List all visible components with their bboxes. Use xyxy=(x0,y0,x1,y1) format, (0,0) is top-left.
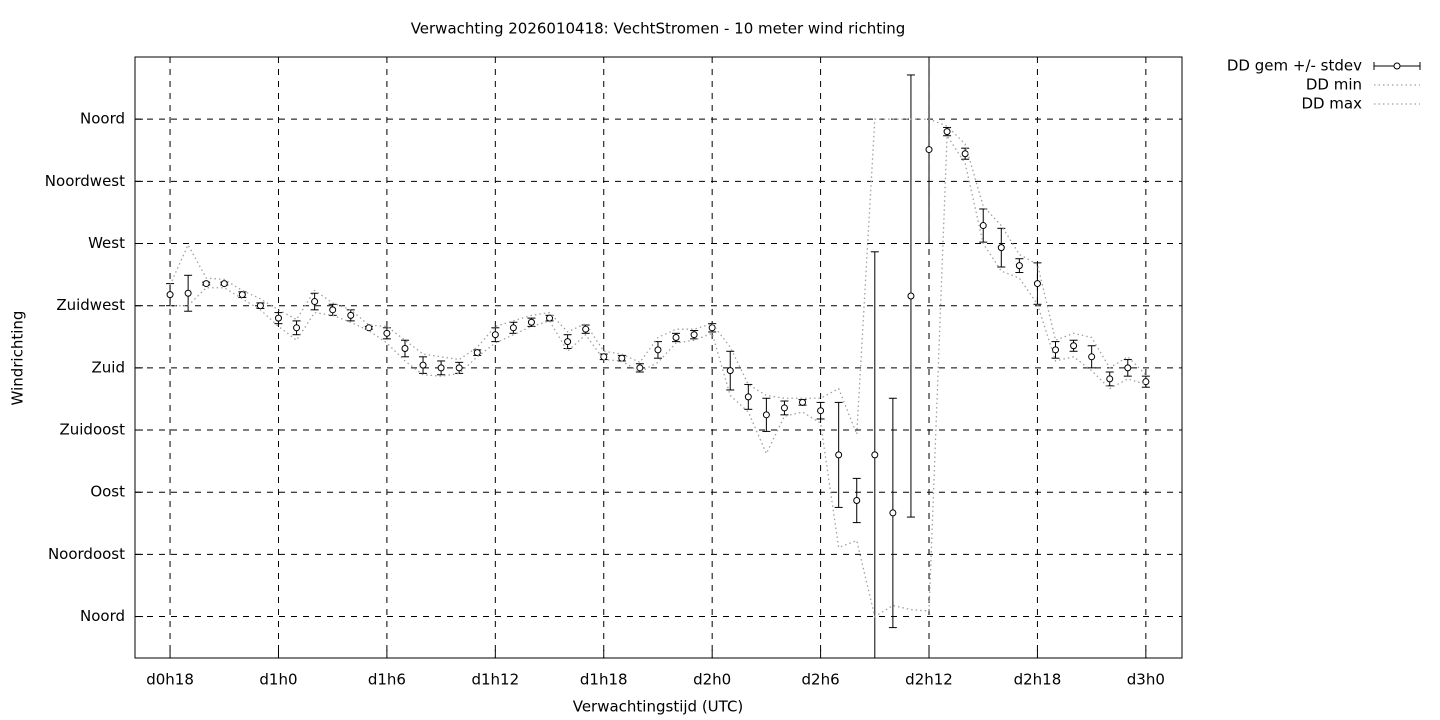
plot-frame xyxy=(134,56,1183,659)
x-tick-label: d2h12 xyxy=(905,671,953,689)
point xyxy=(491,331,499,339)
point xyxy=(708,324,716,332)
point xyxy=(1124,364,1132,372)
point xyxy=(618,354,626,362)
plot-area xyxy=(166,57,1150,658)
x-tick-label: d2h0 xyxy=(693,671,731,689)
x-tick-label: d2h6 xyxy=(802,671,840,689)
point xyxy=(564,338,572,346)
point xyxy=(1088,353,1096,361)
point xyxy=(293,324,301,332)
point xyxy=(509,324,517,332)
point xyxy=(636,364,644,372)
point xyxy=(1106,375,1114,383)
point xyxy=(437,364,445,372)
point xyxy=(943,128,951,136)
point xyxy=(582,325,590,333)
point xyxy=(690,331,698,339)
point xyxy=(817,407,825,415)
point xyxy=(853,496,861,504)
point xyxy=(473,349,481,357)
point xyxy=(961,150,969,158)
point xyxy=(835,451,843,459)
grid xyxy=(135,57,1182,658)
legend-label: DD min xyxy=(1306,76,1362,94)
y-tick-label: Noordoost xyxy=(48,545,125,563)
point xyxy=(799,398,807,406)
legend-swatch xyxy=(1393,62,1401,70)
x-tick-label: d1h18 xyxy=(580,671,628,689)
point xyxy=(220,280,228,288)
point xyxy=(780,404,788,412)
point xyxy=(997,244,1005,252)
y-tick-label: Oost xyxy=(90,483,125,501)
point xyxy=(1142,378,1150,386)
point xyxy=(401,345,409,353)
x-tick-label: d3h0 xyxy=(1127,671,1165,689)
x-tick-label: d1h6 xyxy=(368,671,406,689)
x-tick-label: d0h18 xyxy=(146,671,194,689)
y-tick-label: Zuid xyxy=(92,358,125,376)
legend-label: DD max xyxy=(1301,95,1362,113)
point xyxy=(256,302,264,310)
line xyxy=(169,118,1147,435)
y-tick-label: Noord xyxy=(80,607,125,625)
chart-title: Verwachting 2026010418: VechtStromen - 1… xyxy=(411,20,906,38)
point xyxy=(726,367,734,375)
x-tick-label: d2h18 xyxy=(1014,671,1062,689)
x-axis-label: Verwachtingstijd (UTC) xyxy=(573,698,744,716)
point xyxy=(907,292,915,300)
point xyxy=(311,298,319,306)
point xyxy=(889,509,897,517)
x-tick-label: d1h12 xyxy=(471,671,519,689)
y-tick-label: Zuidwest xyxy=(56,296,125,314)
point xyxy=(1033,280,1041,288)
point xyxy=(672,333,680,341)
point xyxy=(347,311,355,319)
point xyxy=(166,291,174,299)
y-tick-label: Noordwest xyxy=(45,172,125,190)
point xyxy=(274,314,282,322)
point xyxy=(329,306,337,314)
point xyxy=(184,289,192,297)
point xyxy=(762,411,770,419)
point xyxy=(527,318,535,326)
point xyxy=(419,361,427,369)
point xyxy=(383,329,391,337)
legend-label: DD gem +/- stdev xyxy=(1227,57,1362,75)
point xyxy=(1015,262,1023,270)
point xyxy=(979,222,987,230)
line xyxy=(170,133,1147,618)
point xyxy=(925,146,933,154)
y-tick-label: Noord xyxy=(80,110,125,128)
x-tick-label: d1h0 xyxy=(259,671,297,689)
point xyxy=(744,393,752,401)
point xyxy=(202,280,210,288)
point xyxy=(546,314,554,322)
y-tick-label: Zuidoost xyxy=(59,421,125,439)
point xyxy=(455,364,463,372)
point xyxy=(1070,342,1078,350)
point xyxy=(871,451,879,459)
y-axis-label: Windrichting xyxy=(9,311,27,406)
point xyxy=(1052,346,1060,354)
point xyxy=(654,346,662,354)
y-tick-label: West xyxy=(88,234,125,252)
point xyxy=(238,291,246,299)
